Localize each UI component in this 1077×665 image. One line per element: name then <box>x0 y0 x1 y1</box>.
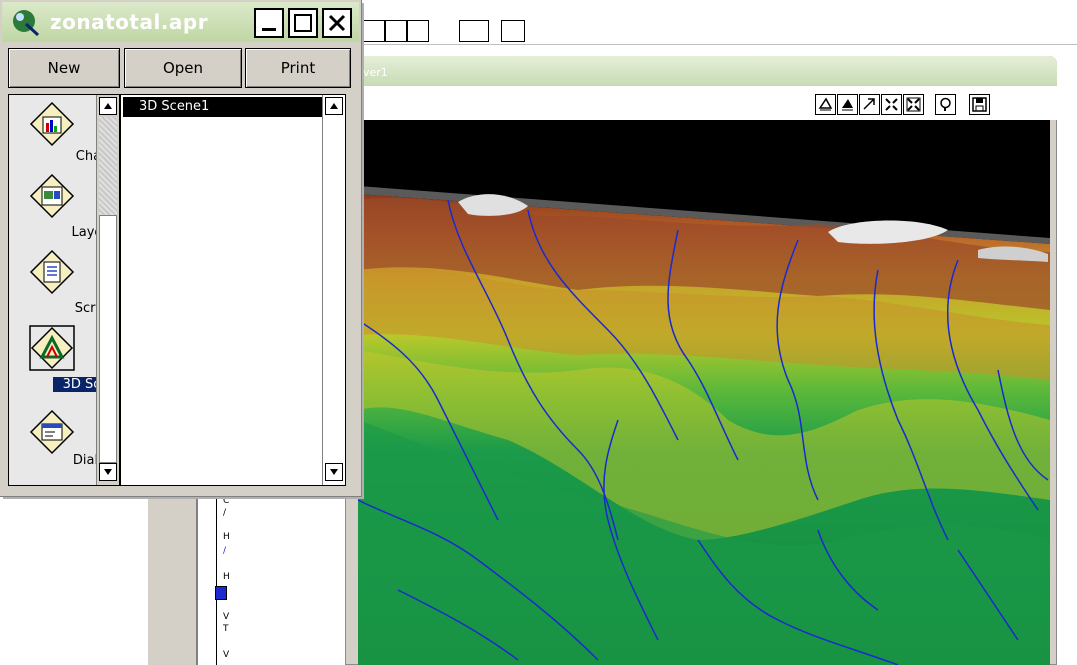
3d-scenes-icon <box>29 325 75 371</box>
document-list: 3D Scene1 <box>120 94 346 486</box>
fly-icon[interactable] <box>837 94 858 115</box>
legend-label: C <box>223 496 230 506</box>
doc-type-list: Charts Layouts Scripts <box>8 94 120 486</box>
open-button[interactable]: Open <box>124 48 242 88</box>
document-list-scrollbar[interactable] <box>322 95 345 485</box>
scroll-up-button[interactable] <box>325 97 343 115</box>
snow-peak <box>458 194 528 216</box>
toolbar-button[interactable] <box>501 20 525 42</box>
viewer-titlebar[interactable]: ver1 <box>345 56 1057 86</box>
snow-peak <box>828 220 948 244</box>
zoom-out-icon[interactable] <box>903 94 924 115</box>
charts-icon <box>29 101 75 147</box>
dialogs-icon <box>29 409 75 455</box>
project-titlebar[interactable]: zonatotal.apr <box>2 2 359 42</box>
3d-terrain-scene[interactable] <box>358 120 1050 665</box>
doc-type-dialogs[interactable]: Dialogs <box>9 401 119 473</box>
toolbar-button[interactable] <box>385 20 407 42</box>
lowland <box>358 420 1050 665</box>
doc-type-scripts[interactable]: Scripts <box>9 249 119 321</box>
valley-band <box>358 350 1050 540</box>
legend-label: H <box>223 572 230 582</box>
close-button[interactable] <box>322 8 352 38</box>
legend-label: T <box>223 624 229 634</box>
arcview-app-icon <box>13 10 40 36</box>
identify-icon[interactable] <box>935 94 956 115</box>
layouts-icon <box>29 173 75 219</box>
save-icon[interactable] <box>969 94 990 115</box>
toolbar-button[interactable] <box>459 20 489 42</box>
maximize-button[interactable] <box>288 8 318 38</box>
legend-frame <box>196 490 218 665</box>
list-item[interactable]: 3D Scene1 <box>123 97 323 117</box>
toolbar-button[interactable] <box>407 20 429 42</box>
legend-label: V <box>223 650 230 660</box>
snow-peak <box>978 246 1048 262</box>
doc-type-3d-scenes[interactable]: 3D Scenes <box>9 325 119 397</box>
river-network <box>358 199 1049 665</box>
legend-label: H <box>223 532 230 542</box>
scroll-down-button[interactable] <box>325 463 343 481</box>
navigate-icon[interactable] <box>815 94 836 115</box>
viewer-title: ver1 <box>363 66 388 79</box>
legend-panel: C / H / H V T V <box>215 490 255 665</box>
main-toolbar <box>355 14 1077 45</box>
app-background <box>148 490 196 665</box>
legend-swatch <box>215 586 227 600</box>
legend-label: / <box>223 546 227 556</box>
legend-label: V <box>223 612 230 622</box>
viewer-toolbar <box>345 86 1057 120</box>
scroll-up-button[interactable] <box>99 97 117 115</box>
scripts-icon <box>29 249 75 295</box>
new-button[interactable]: New <box>8 48 120 88</box>
doc-type-layouts[interactable]: Layouts <box>9 173 119 245</box>
project-window: zonatotal.apr New Open Print Charts <box>0 0 361 496</box>
doc-type-charts[interactable]: Charts <box>9 97 118 169</box>
scroll-down-button[interactable] <box>99 463 117 481</box>
ridge-band <box>358 267 1050 380</box>
toolbar-button[interactable] <box>363 20 385 42</box>
scroll-thumb[interactable] <box>99 215 117 463</box>
project-title: zonatotal.apr <box>50 10 209 34</box>
legend-label: / <box>223 508 227 518</box>
print-button[interactable]: Print <box>245 48 351 88</box>
minimize-button[interactable] <box>254 8 284 38</box>
zoom-to-active-icon[interactable] <box>859 94 880 115</box>
ridge-band <box>358 197 1050 310</box>
doc-type-scrollbar[interactable] <box>96 95 119 485</box>
zoom-in-icon[interactable] <box>881 94 902 115</box>
